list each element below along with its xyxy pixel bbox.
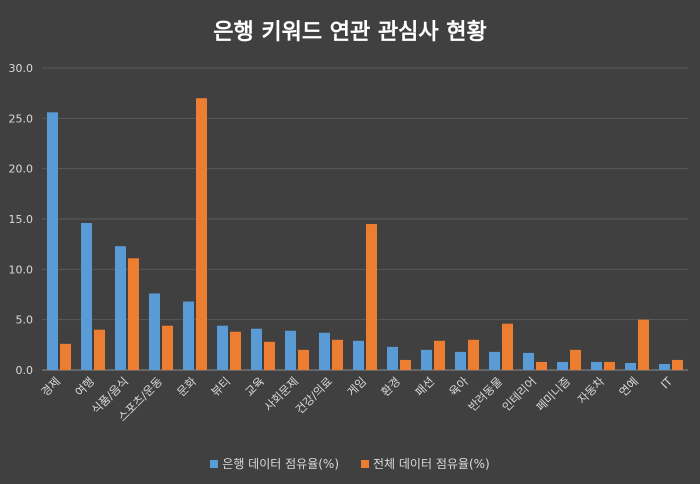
bar-total <box>94 329 105 370</box>
bar-total <box>230 331 241 370</box>
bar-bank <box>217 325 228 370</box>
bar-total <box>570 349 581 370</box>
legend-swatch-bank <box>210 459 219 468</box>
chart-legend: 은행 데이터 점유율(%) 전체 데이터 점유율(%) <box>0 455 700 472</box>
x-category-label: 육아 <box>446 374 471 399</box>
bar-bank <box>47 112 58 370</box>
bar-total <box>604 361 615 370</box>
bar-bank <box>591 361 602 370</box>
legend-item-bank: 은행 데이터 점유율(%) <box>210 455 339 472</box>
bar-bank <box>81 223 92 370</box>
x-category-label: 반려동물 <box>465 374 505 414</box>
legend-label-bank: 은행 데이터 점유율(%) <box>222 457 339 471</box>
x-category-label: 인테리어 <box>499 374 539 414</box>
bar-bank <box>183 301 194 370</box>
bar-total <box>162 325 173 370</box>
legend-swatch-total <box>361 459 369 468</box>
bar-bank <box>285 330 296 370</box>
x-category-label: 패션 <box>412 374 437 399</box>
y-tick-label: 0.0 <box>16 364 34 377</box>
y-tick-label: 15.0 <box>9 213 34 226</box>
bar-total <box>298 349 309 370</box>
bar-total <box>366 224 377 370</box>
x-category-label: IT <box>658 374 676 392</box>
bar-bank <box>455 351 466 370</box>
bar-bank <box>625 362 636 370</box>
y-tick-label: 20.0 <box>9 163 34 176</box>
x-category-label: 여행 <box>72 374 97 399</box>
bar-bank <box>489 351 500 370</box>
bar-bank <box>149 293 160 370</box>
x-category-label: 페미니즘 <box>533 374 573 414</box>
bar-total <box>128 258 139 370</box>
bar-bank <box>319 332 330 370</box>
x-category-label: 게임 <box>344 374 369 399</box>
bar-bank <box>659 363 670 370</box>
bar-bank <box>387 346 398 370</box>
x-category-label: 경제 <box>38 374 63 399</box>
x-category-label: 건강/의료 <box>293 374 336 417</box>
bar-bank <box>115 246 126 370</box>
chart-title: 은행 키워드 연관 관심사 현황 <box>213 20 487 45</box>
y-tick-label: 30.0 <box>9 62 34 75</box>
bar-total <box>536 361 547 370</box>
bar-total <box>332 339 343 370</box>
y-tick-label: 5.0 <box>16 314 34 327</box>
x-category-label: 문화 <box>174 374 199 399</box>
bar-total <box>638 319 649 370</box>
bar-bank <box>251 328 262 370</box>
x-category-label: 자동차 <box>575 374 608 407</box>
bar-total <box>434 340 445 370</box>
bar-total <box>196 98 207 370</box>
bar-bank <box>421 349 432 370</box>
x-category-label: 교육 <box>242 374 267 399</box>
bar-total <box>264 341 275 370</box>
bar-total <box>60 343 71 370</box>
bar-bank <box>523 352 534 370</box>
bar-bank <box>353 340 364 370</box>
legend-item-total: 전체 데이터 점유율(%) <box>361 455 490 472</box>
bar-total <box>400 359 411 370</box>
x-category-label: 환경 <box>378 374 403 399</box>
y-tick-label: 25.0 <box>9 112 34 125</box>
bar-total <box>672 359 683 370</box>
bar-bank <box>557 361 568 370</box>
x-category-label: 뷰티 <box>208 374 233 399</box>
x-category-label: 연예 <box>616 374 641 399</box>
y-tick-label: 10.0 <box>9 263 34 276</box>
bar-total <box>468 339 479 370</box>
bar-total <box>502 323 513 370</box>
legend-label-total: 전체 데이터 점유율(%) <box>373 457 490 471</box>
